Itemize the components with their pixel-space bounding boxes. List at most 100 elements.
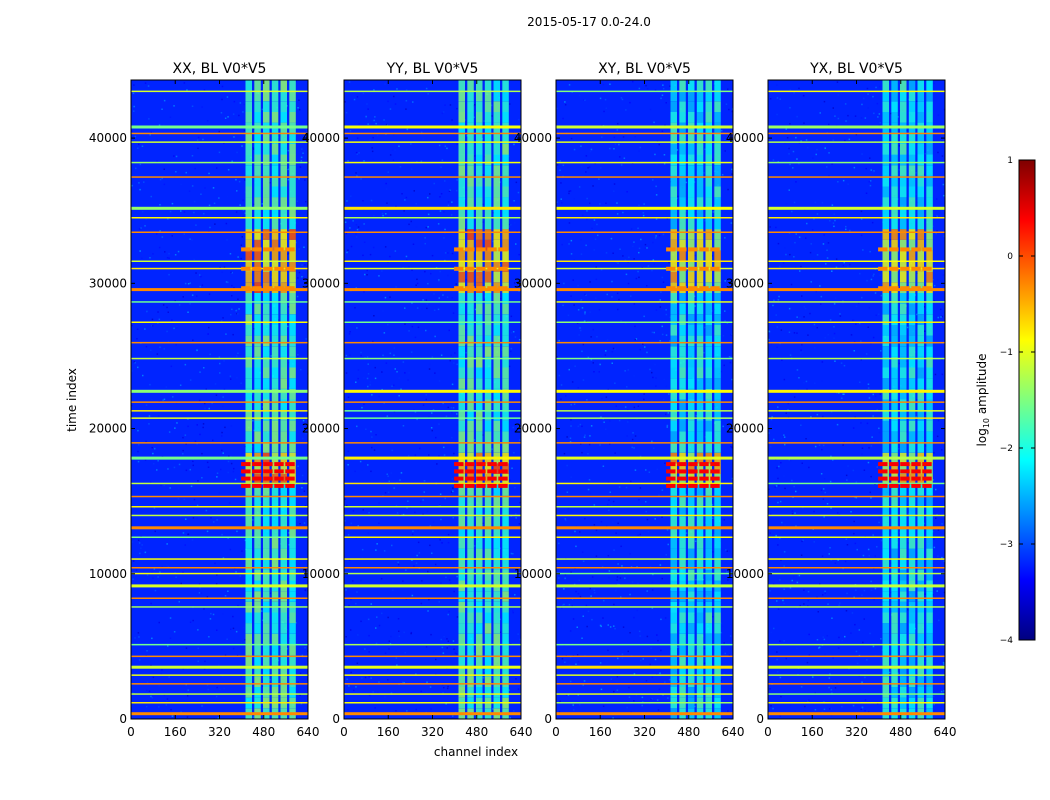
noise-speck [465,329,467,331]
noise-speck [633,447,635,449]
noise-speck [513,452,515,454]
signal-band-cell [670,325,677,336]
signal-band-cell [280,591,287,602]
noise-speck [794,241,796,244]
noise-speck [602,617,604,619]
signal-band-cell [696,676,704,687]
signal-band-cell [493,133,500,144]
noise-speck [795,136,797,139]
signal-band-cell [679,569,686,581]
noise-speck [451,201,453,203]
noise-speck [227,471,229,474]
noise-speck [877,560,880,562]
signal-band-cell [254,569,261,581]
signal-band-cell [714,165,721,176]
noise-speck [357,369,360,371]
signal-band-cell [289,207,296,219]
noise-speck [508,228,510,230]
noise-speck [200,592,203,594]
noise-speck [512,553,514,555]
burst-stripe [241,469,251,474]
burst-stripe [454,483,464,488]
signal-band-cell [476,356,483,368]
signal-band-cell [476,261,483,272]
noise-speck [846,592,848,595]
noise-speck [356,662,359,664]
burst-stripe [688,266,698,271]
noise-speck [405,569,407,571]
rfi-line [131,341,308,344]
noise-speck [179,384,182,386]
noise-speck [659,228,662,231]
noise-speck [405,661,407,663]
signal-band-cell [679,325,686,336]
noise-speck [427,282,429,285]
y-tick-label: 10000 [302,567,340,581]
noise-speck [727,710,729,712]
signal-band-cell [484,186,492,198]
signal-band-cell [688,420,695,432]
signal-band-cell [280,474,287,485]
noise-speck [302,419,305,422]
noise-speck [871,436,873,438]
noise-speck [381,270,383,272]
noise-speck [586,625,588,628]
noise-speck [219,266,221,269]
signal-band-cell [679,367,686,379]
signal-band-cell [705,154,712,166]
noise-speck [602,83,605,86]
signal-band-cell [484,442,492,453]
noise-speck [344,498,346,500]
noise-speck [604,98,607,101]
noise-speck [819,285,821,287]
signal-band-cell [458,431,465,442]
noise-speck [240,586,243,589]
noise-speck [854,623,856,626]
burst-stripe [498,266,508,271]
signal-band-cell [714,367,721,379]
noise-speck [942,183,945,186]
noise-speck [415,226,418,228]
signal-band-cell [245,261,252,272]
noise-speck [595,529,598,532]
signal-band-cell [280,516,287,528]
noise-speck [143,181,145,183]
noise-speck [392,159,395,162]
noise-speck [156,469,158,471]
noise-speck [806,661,809,664]
noise-speck [301,437,304,440]
rfi-line [556,655,733,658]
signal-band-cell [714,207,721,219]
signal-band-cell [458,314,465,325]
noise-speck [816,639,819,641]
noise-speck [776,346,778,348]
noise-speck [778,465,780,468]
noise-speck [396,664,398,666]
noise-speck [795,490,797,493]
rfi-line [556,141,733,143]
noise-speck [791,510,794,512]
signal-band-cell [670,633,677,645]
noise-speck [816,148,818,151]
noise-speck [839,315,842,317]
noise-speck [925,445,927,447]
signal-band-cell [263,442,270,453]
noise-speck [451,119,453,121]
noise-speck [149,257,151,259]
rfi-line [131,655,308,658]
noise-speck [430,271,432,274]
noise-speck [861,296,863,299]
noise-speck [414,511,416,514]
noise-speck [175,155,178,158]
noise-speck [166,330,168,333]
signal-band-cell [467,367,474,379]
signal-band-cell [458,112,465,123]
noise-speck [847,114,849,117]
noise-speck [841,705,843,708]
noise-speck [241,550,243,552]
noise-speck [223,388,226,391]
signal-band-cell [502,633,509,645]
noise-speck [626,706,628,709]
signal-band-cell [263,101,270,112]
signal-band-cell [484,143,492,155]
